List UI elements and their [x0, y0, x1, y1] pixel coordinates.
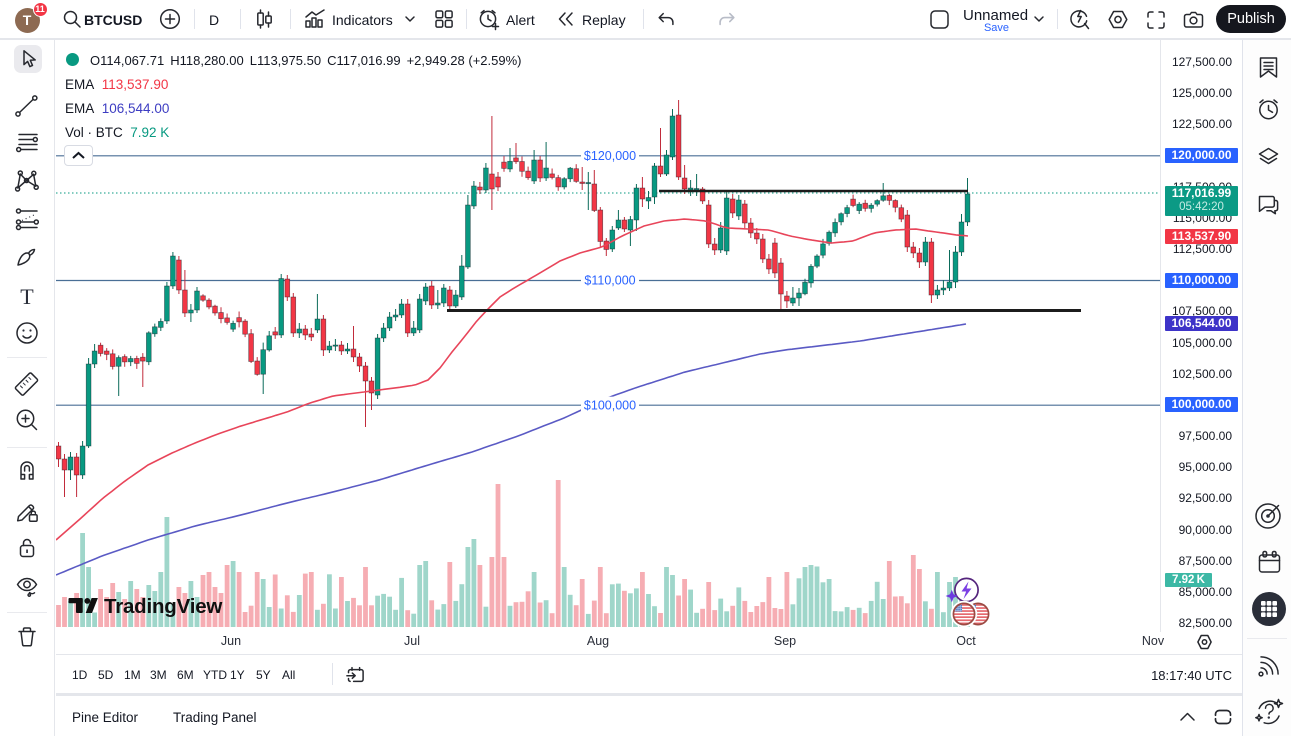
svg-text:$100,000: $100,000 — [584, 398, 636, 412]
svg-text:$110,000: $110,000 — [584, 274, 635, 288]
svg-text:$120,000: $120,000 — [584, 149, 636, 163]
